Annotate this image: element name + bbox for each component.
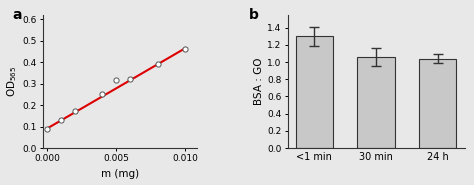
Point bbox=[182, 48, 189, 51]
Point bbox=[57, 119, 64, 122]
X-axis label: m (mg): m (mg) bbox=[100, 169, 139, 179]
Text: b: b bbox=[248, 8, 258, 22]
Text: a: a bbox=[12, 8, 21, 22]
Y-axis label: OD$_{565}$: OD$_{565}$ bbox=[6, 66, 19, 97]
Point bbox=[99, 93, 106, 96]
Point bbox=[112, 79, 120, 82]
Bar bbox=[296, 36, 333, 148]
Y-axis label: BSA : GO: BSA : GO bbox=[254, 58, 264, 105]
Point bbox=[126, 78, 134, 81]
Point bbox=[43, 127, 51, 130]
Point bbox=[71, 110, 78, 113]
Point bbox=[154, 63, 162, 66]
Bar bbox=[419, 59, 456, 148]
Bar bbox=[357, 57, 394, 148]
